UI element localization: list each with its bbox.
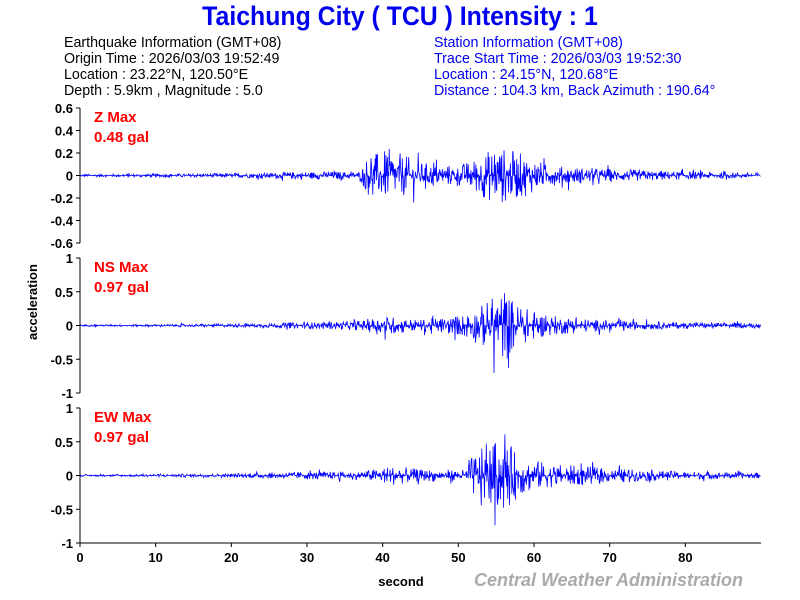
y-tick-label: 0.5 — [55, 435, 73, 450]
x-tick-label: 20 — [224, 550, 238, 565]
y-tick-label: 0.4 — [55, 124, 74, 139]
y-tick-label: 0.2 — [55, 146, 73, 161]
y-tick-label: 0 — [66, 169, 73, 184]
credit: Central Weather Administration — [474, 570, 744, 590]
y-axis-label: acceleration — [25, 264, 40, 340]
eq-origin-time: Origin Time : 2026/03/03 19:52:49 — [64, 50, 280, 67]
page-title: Taichung City ( TCU ) Intensity : 1 — [202, 1, 598, 31]
ew-max-title: EW Max — [94, 409, 152, 426]
eq-depth-magnitude: Depth : 5.9km , Magnitude : 5.0 — [64, 82, 263, 99]
y-tick-label: 1 — [66, 251, 73, 266]
x-tick-label: 30 — [300, 550, 314, 565]
ns-max-value: 0.97 gal — [94, 279, 150, 296]
x-tick-label: 70 — [602, 550, 616, 565]
y-tick-label: 0 — [66, 319, 73, 334]
ew-waveform — [79, 434, 761, 526]
y-tick-label: 0.5 — [55, 285, 73, 300]
z-max-value: 0.48 gal — [94, 129, 150, 146]
x-tick-label: 60 — [527, 550, 541, 565]
y-tick-label: -0.6 — [51, 236, 73, 251]
x-tick-label: 0 — [76, 550, 83, 565]
x-tick-label: 80 — [678, 550, 692, 565]
station-heading: Station Information (GMT+08) — [434, 34, 623, 51]
ew-max-value: 0.97 gal — [94, 429, 150, 446]
z-max-title: Z Max — [94, 109, 137, 126]
ns-max-label: NS Max 0.97 gal — [94, 258, 149, 298]
y-tick-label: -0.2 — [51, 191, 73, 206]
eq-heading: Earthquake Information (GMT+08) — [64, 34, 282, 51]
y-tick-label: 0 — [66, 469, 73, 484]
ns-waveform — [79, 293, 761, 373]
z-waveform — [80, 148, 761, 203]
eq-location: Location : 23.22°N, 120.50°E — [64, 66, 249, 83]
y-tick-label: -0.5 — [51, 502, 73, 517]
station-trace-start: Trace Start Time : 2026/03/03 19:52:30 — [434, 50, 682, 67]
x-tick-label: 50 — [451, 550, 465, 565]
x-tick-label: 10 — [148, 550, 162, 565]
station-info: Station Information (GMT+08) Trace Start… — [434, 35, 715, 99]
z-max-label: Z Max 0.48 gal — [94, 108, 149, 148]
station-location: Location : 24.15°N, 120.68°E — [434, 66, 619, 83]
earthquake-info: Earthquake Information (GMT+08) Origin T… — [64, 35, 281, 99]
station-distance: Distance : 104.3 km, Back Azimuth : 190.… — [434, 82, 716, 99]
y-tick-label: -1 — [61, 386, 73, 401]
y-tick-label: -0.4 — [51, 214, 74, 229]
y-tick-label: -0.5 — [51, 352, 73, 367]
y-tick-label: 1 — [66, 401, 73, 416]
x-tick-label: 40 — [375, 550, 389, 565]
ns-max-title: NS Max — [94, 259, 149, 276]
y-tick-label: 0.6 — [55, 101, 73, 116]
y-tick-label: -1 — [61, 536, 73, 551]
x-axis-label: second — [378, 574, 424, 589]
ew-max-label: EW Max 0.97 gal — [94, 408, 152, 448]
